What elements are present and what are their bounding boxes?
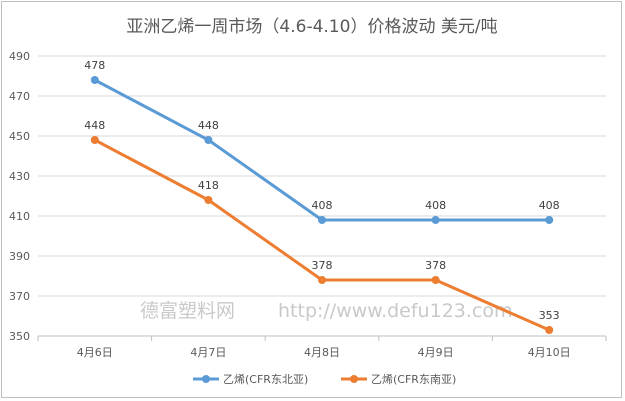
data-point [431,216,440,224]
x-tick-label: 4月8日 [304,346,340,359]
y-tick-label: 470 [9,90,30,103]
y-tick-label: 490 [9,50,30,63]
legend-marker [350,375,358,383]
series: 448 418 378 378 353 [84,119,560,334]
watermark: 德富塑料网 http://www.defu123.com [140,300,513,322]
chart-title: 亚洲乙烯一周市场（4.6-4.10）价格波动 美元/吨 [126,17,497,37]
legend-label: 乙烯(CFR东南亚) [371,373,456,386]
data-point [545,326,554,334]
series: 478 448 408 408 408 [84,59,560,224]
data-point [90,76,99,84]
x-tick-label: 4月9日 [418,346,454,359]
grid-lines [38,55,606,337]
y-tick-label: 350 [9,330,30,343]
y-tick-label: 450 [9,130,30,143]
legend-marker [202,375,210,383]
y-tick-label: 410 [9,210,30,223]
data-label: 378 [312,259,333,272]
data-point [90,136,99,144]
data-point [318,276,326,284]
watermark-url: http://www.defu123.com [278,300,513,322]
x-tick-label: 4月7日 [190,346,226,359]
data-label: 478 [84,59,105,72]
series-layer: 478 448 408 408 408 448 418 378 378 353 [84,59,560,334]
data-point [545,216,554,224]
legend-item: 乙烯(CFR东北亚) [193,373,308,386]
watermark-text: 德富塑料网 [140,300,235,322]
data-label: 448 [84,119,105,132]
data-label: 353 [539,309,560,322]
data-point [204,196,213,204]
y-tick-label: 430 [9,170,30,183]
y-tick-label: 370 [9,290,30,303]
data-label: 408 [312,199,333,212]
legend-label: 乙烯(CFR东北亚) [223,373,308,386]
legend: 乙烯(CFR东北亚) 乙烯(CFR东南亚) [193,373,456,386]
data-label: 418 [198,179,219,192]
y-axis: 350 370 390 410 430 450 470 490 [9,50,30,343]
y-tick-label: 390 [9,250,30,263]
data-label: 378 [425,259,446,272]
data-label: 408 [425,199,446,212]
x-tick-label: 4月6日 [77,346,113,359]
x-axis: 4月6日 4月7日 4月8日 4月9日 4月10日 [37,336,607,359]
legend-item: 乙烯(CFR东南亚) [341,373,456,386]
data-point [431,276,440,284]
data-label: 408 [539,199,560,212]
data-point [318,216,326,224]
x-tick-label: 4月10日 [528,346,571,359]
data-label: 448 [198,119,219,132]
data-point [204,136,213,144]
